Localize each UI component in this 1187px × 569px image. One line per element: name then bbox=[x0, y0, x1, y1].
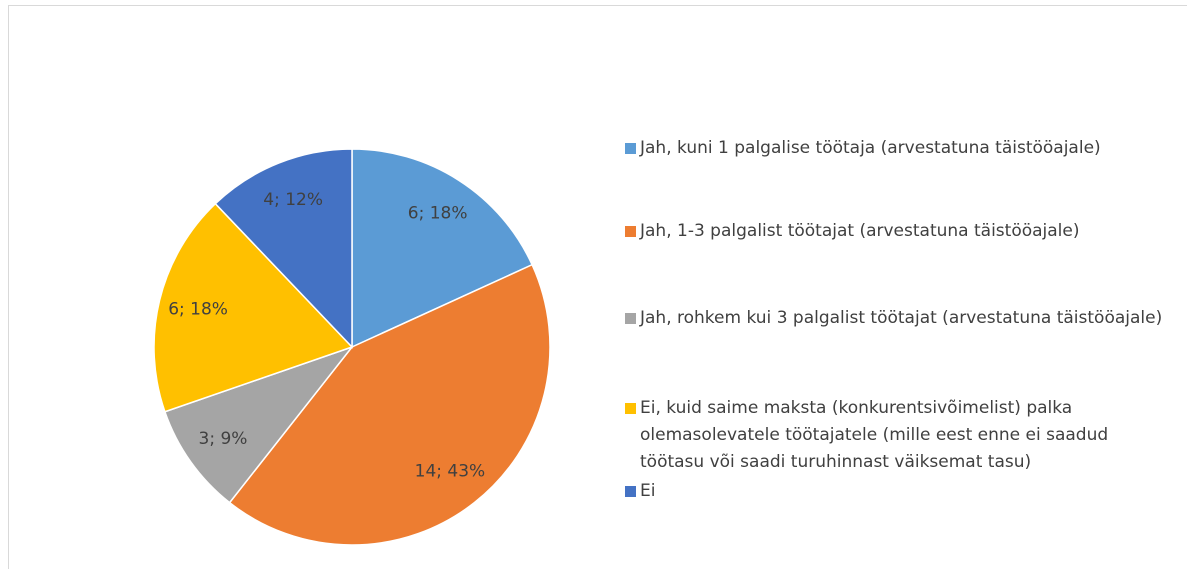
legend-item: Ei bbox=[625, 478, 1170, 505]
data-label: 14; 43% bbox=[415, 462, 486, 482]
pie-slice bbox=[163, 345, 355, 504]
legend-swatch bbox=[625, 143, 636, 154]
pie-slice bbox=[214, 148, 353, 349]
chart-border bbox=[8, 5, 1187, 569]
legend-label: Ei, kuid saime maksta (konkurentsivõimel… bbox=[640, 398, 1109, 472]
legend-label: Jah, rohkem kui 3 palgalist töötajat (ar… bbox=[640, 308, 1163, 328]
legend-label: Jah, 1-3 palgalist töötajat (arvestatuna… bbox=[640, 221, 1080, 241]
legend-swatch bbox=[625, 486, 636, 497]
legend-swatch bbox=[625, 403, 636, 414]
legend-swatch bbox=[625, 313, 636, 324]
legend-item: Jah, kuni 1 palgalise töötaja (arvestatu… bbox=[625, 135, 1170, 162]
data-label: 4; 12% bbox=[263, 190, 323, 210]
legend-item: Jah, rohkem kui 3 palgalist töötajat (ar… bbox=[625, 305, 1170, 332]
legend-label: Jah, kuni 1 palgalise töötaja (arvestatu… bbox=[640, 138, 1101, 158]
pie-slice bbox=[228, 263, 551, 546]
pie-slice bbox=[153, 202, 354, 413]
data-label: 6; 18% bbox=[408, 204, 468, 224]
legend-item: Ei, kuid saime maksta (konkurentsivõimel… bbox=[625, 395, 1170, 476]
pie-slice bbox=[351, 148, 534, 349]
legend-item: Jah, 1-3 palgalist töötajat (arvestatuna… bbox=[625, 218, 1170, 245]
data-label: 3; 9% bbox=[199, 429, 248, 449]
legend-swatch bbox=[625, 226, 636, 237]
data-label: 6; 18% bbox=[168, 300, 228, 320]
legend-label: Ei bbox=[640, 481, 656, 501]
